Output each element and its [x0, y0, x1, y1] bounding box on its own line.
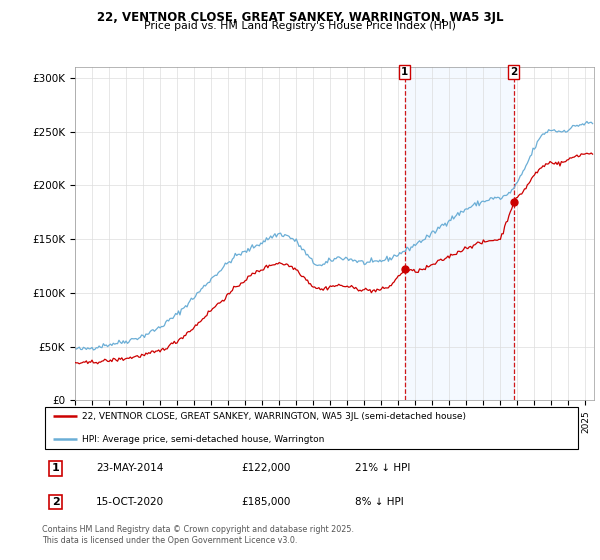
Text: Price paid vs. HM Land Registry's House Price Index (HPI): Price paid vs. HM Land Registry's House …	[144, 21, 456, 31]
Text: 2: 2	[52, 497, 59, 507]
Text: 23-MAY-2014: 23-MAY-2014	[96, 463, 163, 473]
Text: 2: 2	[510, 67, 517, 77]
Text: Contains HM Land Registry data © Crown copyright and database right 2025.
This d: Contains HM Land Registry data © Crown c…	[42, 525, 354, 545]
Bar	[405, 67, 514, 400]
Text: 15-OCT-2020: 15-OCT-2020	[96, 497, 164, 507]
Text: HPI: Average price, semi-detached house, Warrington: HPI: Average price, semi-detached house,…	[83, 435, 325, 444]
Text: £122,000: £122,000	[242, 463, 291, 473]
Text: 22, VENTNOR CLOSE, GREAT SANKEY, WARRINGTON, WA5 3JL (semi-detached house): 22, VENTNOR CLOSE, GREAT SANKEY, WARRING…	[83, 412, 467, 421]
FancyBboxPatch shape	[45, 407, 578, 449]
Text: 22, VENTNOR CLOSE, GREAT SANKEY, WARRINGTON, WA5 3JL: 22, VENTNOR CLOSE, GREAT SANKEY, WARRING…	[97, 11, 503, 24]
Text: 21% ↓ HPI: 21% ↓ HPI	[355, 463, 410, 473]
Text: 8% ↓ HPI: 8% ↓ HPI	[355, 497, 404, 507]
Text: £185,000: £185,000	[242, 497, 291, 507]
Text: 1: 1	[401, 67, 409, 77]
Text: 1: 1	[52, 463, 59, 473]
